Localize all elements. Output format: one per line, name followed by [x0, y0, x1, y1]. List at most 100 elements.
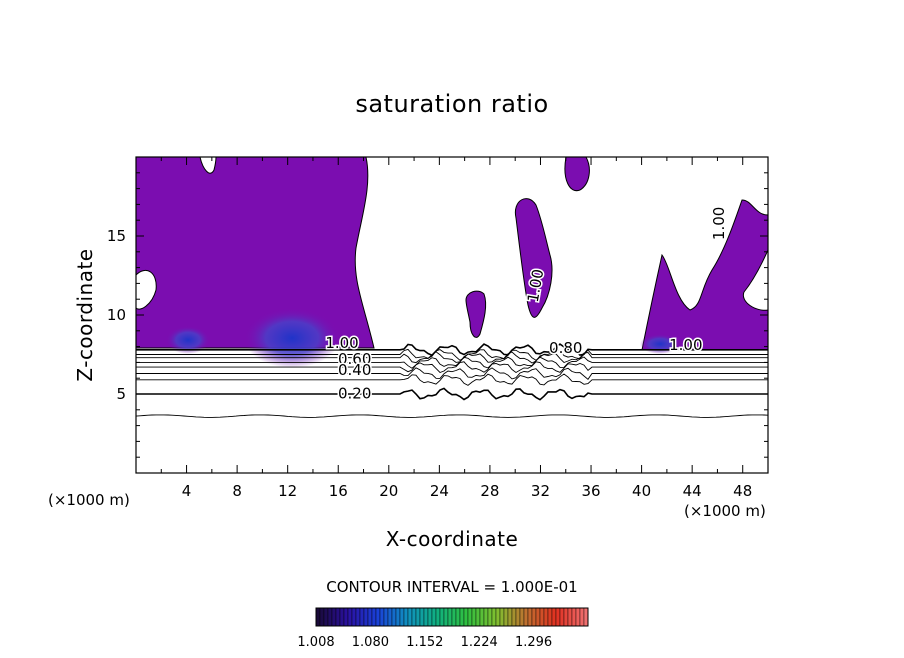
- colorbar-cell: [467, 607, 473, 627]
- colorbar-cell: [335, 607, 341, 627]
- colorbar-cell: [367, 607, 373, 627]
- colorbar-cell: [411, 607, 417, 627]
- colorbar-label-0: 1.008: [297, 635, 334, 650]
- colorbar-cell: [351, 607, 357, 627]
- colorbar-cell: [571, 607, 577, 627]
- y-axis-title: Z-coordinate: [73, 248, 97, 381]
- colorbar-cell: [515, 607, 521, 627]
- unsaturated-gap-right: [742, 249, 768, 311]
- colorbar-cell: [519, 607, 525, 627]
- colorbar-cell: [451, 607, 457, 627]
- colorbar-cell: [443, 607, 449, 627]
- contour-interval-label: CONTOUR INTERVAL = 1.000E-01: [326, 578, 577, 596]
- colorbar-cell: [415, 607, 421, 627]
- colorbar-cell: [327, 607, 333, 627]
- contour-line-8: [136, 414, 768, 418]
- contour-line-1: [136, 348, 768, 361]
- colorbar-cell: [371, 607, 377, 627]
- x-tick-label-8: 36: [581, 482, 600, 500]
- colorbar-label-3: 1.224: [461, 635, 498, 650]
- x-tick-label-11: 48: [733, 482, 752, 500]
- moist-core-left: [244, 308, 340, 368]
- colorbar-cell: [527, 607, 533, 627]
- y-tick-label-2: 15: [107, 227, 126, 245]
- colorbar-cell: [419, 607, 425, 627]
- contour-label-4: 0.80: [549, 339, 582, 357]
- plot-area: [136, 157, 768, 418]
- saturated-region-right: [564, 157, 590, 192]
- contour-line-4: [136, 361, 768, 374]
- colorbar-cell: [487, 607, 493, 627]
- colorbar-cell: [319, 607, 325, 627]
- colorbar-cell: [575, 607, 581, 627]
- saturated-region-right-large: [622, 157, 768, 351]
- colorbar-label-1: 1.080: [352, 635, 389, 650]
- colorbar-cell: [543, 607, 549, 627]
- contour-label-3: 0.20: [338, 385, 371, 403]
- colorbar-cell: [447, 607, 453, 627]
- x-tick-label-6: 28: [480, 482, 499, 500]
- colorbar-cell: [427, 607, 433, 627]
- contour-label-1: 0.60: [338, 350, 371, 368]
- contour-label-0: 1.00: [325, 334, 358, 352]
- colorbar-cell: [463, 607, 469, 627]
- colorbar-cell: [479, 607, 485, 627]
- colorbar-cell: [523, 607, 529, 627]
- colorbar-cell: [423, 607, 429, 627]
- colorbar-cell: [495, 607, 501, 627]
- colorbar-cell: [403, 607, 409, 627]
- colorbar-cell: [507, 607, 513, 627]
- x-tick-label-3: 16: [329, 482, 348, 500]
- colorbar-cell: [483, 607, 489, 627]
- contour-lines: [136, 343, 768, 418]
- colorbar-cell: [359, 607, 365, 627]
- contour-line-3: [136, 356, 768, 369]
- colorbar-cell: [455, 607, 461, 627]
- colorbar-cell: [347, 607, 353, 627]
- y-tick-label-1: 10: [107, 306, 126, 324]
- x-tick-label-2: 12: [278, 482, 297, 500]
- colorbar-cell: [559, 607, 565, 627]
- colorbar-frame: [315, 607, 589, 627]
- colorbar-cell: [539, 607, 545, 627]
- contour-label-2: 0.40: [338, 361, 371, 379]
- x-tick-label-4: 20: [379, 482, 398, 500]
- colorbar-cell: [551, 607, 557, 627]
- colorbar-cell: [563, 607, 569, 627]
- colorbar-cell: [555, 607, 561, 627]
- x-tick-label-1: 8: [232, 482, 242, 500]
- colorbar-cell: [531, 607, 537, 627]
- colorbar-cell: [567, 607, 573, 627]
- colorbar-cell: [475, 607, 481, 627]
- colorbar-cell: [471, 607, 477, 627]
- colorbar-cell: [579, 607, 585, 627]
- colorbar-cell: [535, 607, 541, 627]
- contour-label-6: 1.00: [524, 268, 548, 304]
- colorbar-cell: [339, 607, 345, 627]
- colorbar-cell: [363, 607, 369, 627]
- colorbar-cell: [395, 607, 401, 627]
- unsaturated-gap-left: [136, 270, 157, 310]
- colorbar-cell: [583, 607, 589, 627]
- colorbar-cell: [343, 607, 349, 627]
- x-unit-label: (×1000 m): [684, 502, 766, 520]
- x-tick-label-9: 40: [632, 482, 651, 500]
- colorbar-cell: [439, 607, 445, 627]
- colorbar-cell: [431, 607, 437, 627]
- x-tick-label-10: 44: [683, 482, 702, 500]
- colorbar-cell: [379, 607, 385, 627]
- colorbar-cell: [315, 607, 321, 627]
- colorbar: 1.008 1.080 1.152 1.224 1.296: [297, 607, 589, 650]
- contour-label-7: 1.00: [710, 207, 728, 240]
- colorbar-cell: [499, 607, 505, 627]
- colorbar-label-4: 1.296: [515, 635, 552, 650]
- colorbar-cell: [491, 607, 497, 627]
- colorbar-label-2: 1.152: [406, 635, 443, 650]
- contour-line-0: [136, 343, 768, 357]
- colorbar-cell: [387, 607, 393, 627]
- moist-core-edge: [166, 326, 210, 354]
- plot-title: saturation ratio: [355, 90, 548, 118]
